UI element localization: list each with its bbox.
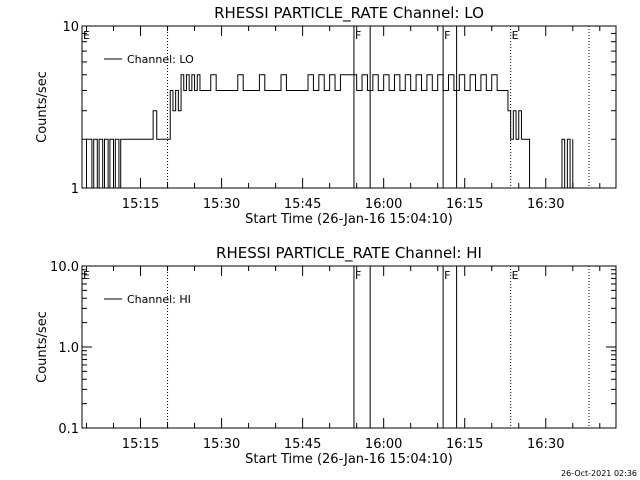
chart1-xlabel: Start Time (26-Jan-16 15:04:10) xyxy=(245,452,453,467)
chart1-xtick-label: 15:15 xyxy=(122,437,159,452)
chart1-axes-frame xyxy=(81,265,617,429)
chart0-ylabel: Counts/sec xyxy=(35,71,50,143)
chart1-title: RHESSI PARTICLE_RATE Channel: HI xyxy=(216,244,482,263)
chart0-title: RHESSI PARTICLE_RATE Channel: LO xyxy=(214,4,484,23)
chart1-ytick-label: 10.0 xyxy=(50,260,79,275)
chart0-ytick-label: 1 xyxy=(71,182,79,197)
chart1-ytick-label: 1.0 xyxy=(58,341,79,356)
chart1-event-marker-label: F xyxy=(355,269,361,282)
chart1-ytick-label: 0.1 xyxy=(58,422,79,437)
chart1-legend-label: Channel: HI xyxy=(127,293,191,306)
timestamp: 26-Oct-2021 02:36 xyxy=(561,469,637,478)
chart0-xtick-label: 16:30 xyxy=(527,197,564,212)
chart0-xtick-label: 16:15 xyxy=(446,197,483,212)
chart0-xlabel: Start Time (26-Jan-16 15:04:10) xyxy=(245,212,453,227)
chart0-event-marker-label: E xyxy=(512,29,519,42)
chart1-event-marker-label: E xyxy=(512,269,519,282)
chart1-xtick-label: 16:00 xyxy=(365,437,402,452)
chart0-xtick-label: 15:45 xyxy=(284,197,321,212)
chart0-xtick-label: 15:30 xyxy=(203,197,240,212)
chart0-ytick-label: 10 xyxy=(62,20,79,35)
chart1-xtick-label: 15:30 xyxy=(203,437,240,452)
chart0-event-marker-label: F xyxy=(355,29,361,42)
chart0-xtick-label: 15:15 xyxy=(122,197,159,212)
chart1-event-marker-label: F xyxy=(444,269,450,282)
chart0-axes-frame xyxy=(81,25,617,189)
chart0-event-marker-label: E xyxy=(83,29,90,42)
chart1-event-marker-label: E xyxy=(83,269,90,282)
chart1-xtick-label: 16:30 xyxy=(527,437,564,452)
chart0-series-line xyxy=(84,74,574,189)
chart0-event-marker-label: F xyxy=(444,29,450,42)
chart1-xtick-label: 16:15 xyxy=(446,437,483,452)
chart1-ylabel: Counts/sec xyxy=(35,311,50,383)
chart1-xtick-label: 15:45 xyxy=(284,437,321,452)
chart0-xtick-label: 16:00 xyxy=(365,197,402,212)
chart0-legend-label: Channel: LO xyxy=(127,53,194,66)
